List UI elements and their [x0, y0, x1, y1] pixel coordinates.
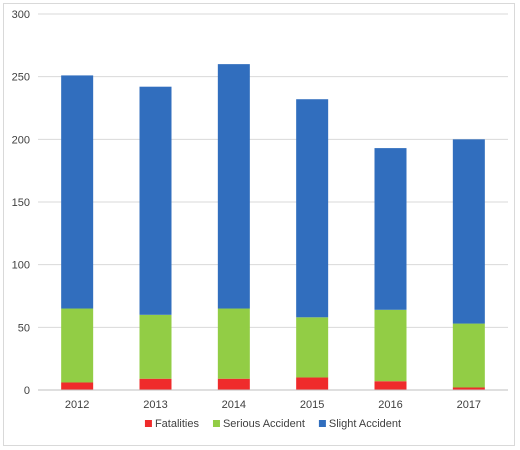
bar-slight-accident-2015 — [296, 99, 329, 318]
bar-fatalities-2014 — [217, 378, 250, 390]
bar-serious-accident-2013 — [139, 314, 172, 379]
bar-serious-accident-2015 — [296, 317, 329, 378]
bar-fatalities-2013 — [139, 378, 172, 390]
bar-slight-accident-2013 — [139, 86, 172, 315]
y-tick-label: 200 — [12, 134, 30, 146]
x-tick-label: 2016 — [378, 399, 402, 411]
legend-swatch — [212, 420, 220, 427]
bar-serious-accident-2017 — [452, 323, 485, 388]
legend-label: Serious Accident — [223, 418, 305, 430]
y-tick-label: 0 — [24, 385, 30, 397]
x-tick-label: 2014 — [222, 399, 246, 411]
x-tick-label: 2012 — [65, 399, 89, 411]
legend: Fatalities Serious Accident Slight Acciden… — [144, 418, 401, 430]
bar-slight-accident-2017 — [452, 139, 485, 324]
y-tick-label: 150 — [12, 197, 30, 209]
bar-fatalities-2012 — [61, 382, 94, 390]
y-axis-tick-labels: 0 50 100 150 200 250 300 — [12, 9, 30, 397]
gridlines — [38, 13, 508, 328]
bar-serious-accident-2014 — [217, 308, 250, 379]
y-tick-label: 50 — [18, 322, 30, 334]
x-tick-label: 2017 — [457, 399, 481, 411]
bar-serious-accident-2012 — [61, 308, 94, 383]
bar-fatalities-2017 — [452, 387, 485, 390]
bar-fatalities-2016 — [374, 381, 407, 390]
x-tick-label: 2015 — [300, 399, 324, 411]
x-tick-label: 2013 — [143, 399, 167, 411]
bar-serious-accident-2016 — [374, 309, 407, 382]
bar-slight-accident-2014 — [217, 64, 250, 309]
legend-label: Fatalities — [155, 418, 200, 430]
legend-item-slight-accident: Slight Accident — [318, 418, 401, 430]
x-axis-tick-labels: 2012 2013 2014 2015 2016 2017 — [65, 399, 481, 411]
legend-item-serious-accident: Serious Accident — [212, 418, 305, 430]
legend-swatch — [144, 420, 152, 427]
bars — [61, 64, 485, 390]
chart-frame — [3, 3, 515, 446]
y-tick-label: 300 — [12, 9, 30, 21]
bar-slight-accident-2012 — [61, 75, 94, 309]
bar-fatalities-2015 — [296, 377, 329, 390]
legend-swatch — [318, 420, 326, 427]
y-tick-label: 100 — [12, 260, 30, 272]
bar-slight-accident-2016 — [374, 148, 407, 310]
y-tick-label: 250 — [12, 72, 30, 84]
legend-item-fatalities: Fatalities — [144, 418, 200, 430]
legend-label: Slight Accident — [329, 418, 401, 430]
